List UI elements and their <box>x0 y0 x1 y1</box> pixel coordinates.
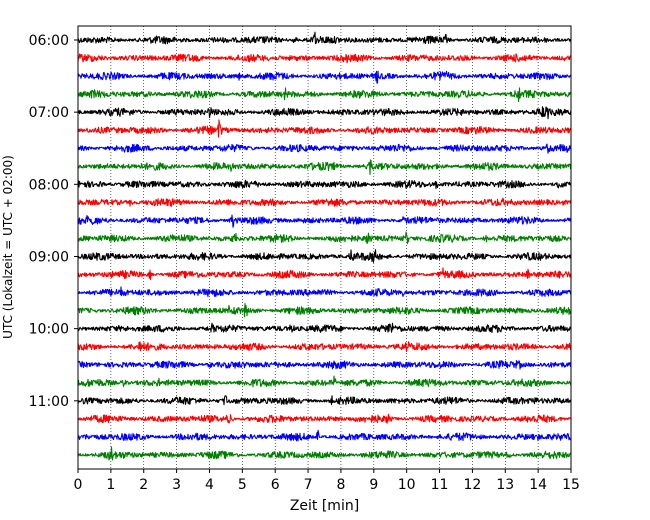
x-tick-label-13: 13 <box>496 477 514 493</box>
x-tick-label-1: 1 <box>106 477 115 493</box>
trace-row-0745 <box>77 159 572 175</box>
trace-row-0700 <box>77 106 572 120</box>
trace-row-0915 <box>77 267 572 280</box>
x-tick-label-3: 3 <box>172 477 181 493</box>
x-tick-label-2: 2 <box>139 477 148 493</box>
trace-row-0830 <box>77 214 572 228</box>
y-tick-label-0700: 07:00 <box>29 105 69 121</box>
trace-row-1130 <box>77 429 572 442</box>
trace-row-0930 <box>77 286 572 298</box>
x-tick-label-14: 14 <box>529 477 547 493</box>
x-tick-label-12: 12 <box>463 477 481 493</box>
y-tick-label-1000: 10:00 <box>29 322 69 338</box>
trace-row-0900 <box>77 249 572 263</box>
trace-row-0730 <box>77 143 572 154</box>
plot-frame <box>77 25 572 470</box>
trace-row-1000 <box>77 322 572 334</box>
trace-row-0615 <box>77 53 572 64</box>
x-tick-label-5: 5 <box>238 477 247 493</box>
y-tick-label-0900: 09:00 <box>29 249 69 265</box>
y-axis-ticks: 06:00 07:00 08:00 09:00 10:00 11:00 <box>29 33 78 410</box>
x-tick-label-6: 6 <box>271 477 280 493</box>
trace-row-1030 <box>77 360 572 370</box>
trace-row-0600 <box>77 31 572 45</box>
trace-row-1045 <box>77 375 572 388</box>
y-tick-label-0600: 06:00 <box>29 33 69 49</box>
trace-row-0715 <box>77 119 572 138</box>
y-tick-label-1100: 11:00 <box>29 394 69 410</box>
x-tick-label-10: 10 <box>398 477 416 493</box>
trace-row-0815 <box>77 198 572 207</box>
trace-rows <box>77 31 572 461</box>
trace-row-0645 <box>77 87 572 103</box>
trace-row-1015 <box>77 341 572 353</box>
trace-row-0800 <box>77 179 572 190</box>
trace-row-0630 <box>77 70 572 84</box>
trace-row-1145 <box>77 446 572 461</box>
x-axis-ticks: 0 1 2 3 4 5 6 7 8 9 10 11 12 13 14 15 <box>74 469 580 493</box>
grid-lines <box>110 26 539 469</box>
trace-row-0945 <box>77 303 572 318</box>
x-tick-label-15: 15 <box>562 477 580 493</box>
x-tick-label-7: 7 <box>304 477 313 493</box>
x-tick-label-9: 9 <box>369 477 378 493</box>
x-tick-label-4: 4 <box>205 477 214 493</box>
x-tick-label-0: 0 <box>74 477 83 493</box>
y-tick-label-0800: 08:00 <box>29 177 69 193</box>
trace-row-0845 <box>77 231 572 245</box>
x-tick-label-8: 8 <box>336 477 345 493</box>
trace-row-1100 <box>77 395 572 406</box>
trace-row-1115 <box>77 413 572 424</box>
y-axis-label: UTC (Lokalzeit = UTC + 02:00) <box>1 155 15 339</box>
x-axis-label: Zeit [min] <box>290 498 359 514</box>
x-tick-label-11: 11 <box>431 477 449 493</box>
